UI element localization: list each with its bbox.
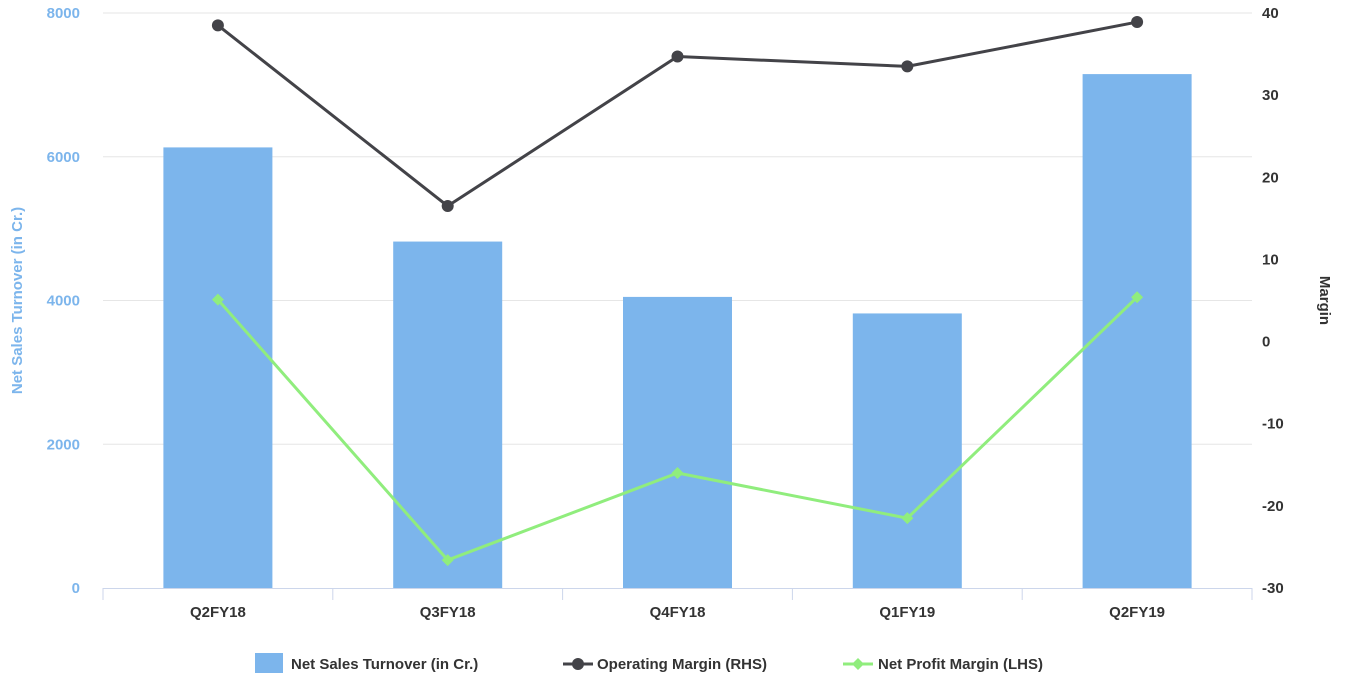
right-tick-label: 10 (1262, 251, 1279, 268)
left-tick-label: 2000 (47, 436, 80, 453)
x-tick-label: Q2FY19 (1109, 604, 1165, 621)
legend-label: Operating Margin (RHS) (597, 656, 767, 673)
right-tick-label: -20 (1262, 498, 1284, 515)
right-tick-label: 0 (1262, 334, 1270, 351)
x-tick-label: Q1FY19 (879, 604, 935, 621)
point-1-0 (211, 293, 224, 306)
legend-label: Net Sales Turnover (in Cr.) (291, 656, 478, 673)
bar-q3fy18 (393, 241, 503, 588)
legend-item-2[interactable]: Net Profit Margin (LHS) (843, 656, 1043, 673)
bar-q2fy19 (1082, 74, 1192, 588)
point-1-1 (441, 554, 454, 567)
legend-item-0[interactable]: Net Sales Turnover (in Cr.) (255, 653, 478, 673)
line-0 (216, 20, 1138, 208)
x-tick-label: Q2FY18 (190, 604, 246, 621)
point-1-4 (1131, 291, 1144, 304)
legend-label: Net Profit Margin (LHS) (878, 656, 1043, 673)
point-0-2 (671, 50, 684, 63)
bar-q2fy18 (163, 147, 273, 588)
legend-swatch-marker (572, 658, 584, 670)
right-tick-label: -30 (1262, 580, 1284, 597)
point-0-1 (441, 200, 454, 213)
left-tick-label: 8000 (47, 5, 80, 22)
point-0-4 (1131, 16, 1144, 29)
x-axis: Q2FY18 Q3FY18 Q4FY18 Q1FY19 Q2FY19 (102, 588, 1253, 621)
right-tick-label: 40 (1262, 5, 1279, 22)
bar-q4fy18 (623, 296, 732, 588)
legend-swatch (255, 653, 283, 673)
point-1-2 (671, 467, 684, 479)
point-0-3 (901, 60, 914, 73)
right-axis-title: Margin (1316, 276, 1333, 325)
left-axis-ticks: 0 2000 4000 6000 8000 (47, 5, 80, 597)
legend-swatch-marker (852, 658, 864, 670)
right-tick-label: 20 (1262, 169, 1279, 186)
left-tick-label: 0 (72, 580, 80, 597)
left-tick-label: 4000 (47, 293, 80, 310)
right-tick-label: -10 (1262, 416, 1284, 433)
x-tick-label: Q4FY18 (650, 604, 706, 621)
line-series (211, 16, 1144, 567)
left-tick-label: 6000 (47, 149, 80, 166)
point-1-3 (901, 512, 914, 525)
x-tick-label: Q3FY18 (420, 604, 476, 621)
right-axis-ticks: -30 -20 -10 0 10 20 30 40 (1262, 5, 1284, 597)
left-axis-title: Net Sales Turnover (in Cr.) (9, 207, 26, 394)
bar-series (163, 74, 1192, 588)
legend[interactable]: Net Sales Turnover (in Cr.) Operating Mar… (255, 653, 1043, 673)
bar-q1fy19 (852, 313, 962, 588)
point-0-0 (211, 19, 224, 32)
legend-item-1[interactable]: Operating Margin (RHS) (563, 656, 767, 673)
right-tick-label: 30 (1262, 87, 1279, 104)
